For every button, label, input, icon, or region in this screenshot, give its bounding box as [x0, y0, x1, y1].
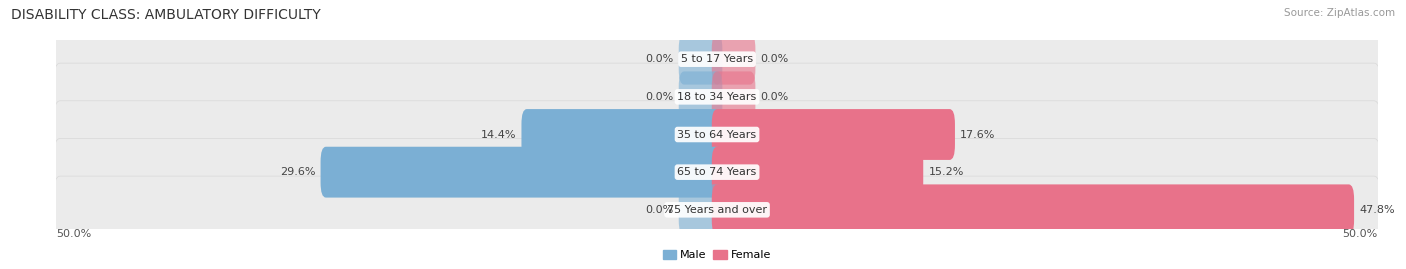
FancyBboxPatch shape: [53, 139, 1381, 206]
Text: 15.2%: 15.2%: [928, 167, 965, 177]
Legend: Male, Female: Male, Female: [658, 245, 776, 264]
Text: 18 to 34 Years: 18 to 34 Years: [678, 92, 756, 102]
FancyBboxPatch shape: [711, 109, 955, 160]
FancyBboxPatch shape: [53, 26, 1381, 93]
FancyBboxPatch shape: [53, 176, 1381, 243]
FancyBboxPatch shape: [711, 185, 1354, 235]
FancyBboxPatch shape: [522, 109, 723, 160]
Text: 0.0%: 0.0%: [761, 92, 789, 102]
Text: 0.0%: 0.0%: [645, 92, 673, 102]
Text: Source: ZipAtlas.com: Source: ZipAtlas.com: [1284, 8, 1395, 18]
FancyBboxPatch shape: [711, 71, 755, 122]
FancyBboxPatch shape: [679, 71, 723, 122]
Text: 14.4%: 14.4%: [481, 129, 516, 140]
Text: DISABILITY CLASS: AMBULATORY DIFFICULTY: DISABILITY CLASS: AMBULATORY DIFFICULTY: [11, 8, 321, 22]
Text: 5 to 17 Years: 5 to 17 Years: [681, 54, 754, 64]
FancyBboxPatch shape: [679, 185, 723, 235]
FancyBboxPatch shape: [321, 147, 723, 197]
Text: 17.6%: 17.6%: [960, 129, 995, 140]
Text: 0.0%: 0.0%: [761, 54, 789, 64]
FancyBboxPatch shape: [711, 147, 924, 197]
FancyBboxPatch shape: [679, 34, 723, 85]
Text: 29.6%: 29.6%: [280, 167, 315, 177]
Text: 0.0%: 0.0%: [645, 54, 673, 64]
Text: 50.0%: 50.0%: [56, 229, 91, 239]
Text: 0.0%: 0.0%: [645, 205, 673, 215]
Text: 75 Years and over: 75 Years and over: [666, 205, 768, 215]
Text: 50.0%: 50.0%: [1343, 229, 1378, 239]
FancyBboxPatch shape: [53, 101, 1381, 168]
Text: 47.8%: 47.8%: [1360, 205, 1395, 215]
FancyBboxPatch shape: [711, 34, 755, 85]
Text: 65 to 74 Years: 65 to 74 Years: [678, 167, 756, 177]
FancyBboxPatch shape: [53, 63, 1381, 130]
Text: 35 to 64 Years: 35 to 64 Years: [678, 129, 756, 140]
